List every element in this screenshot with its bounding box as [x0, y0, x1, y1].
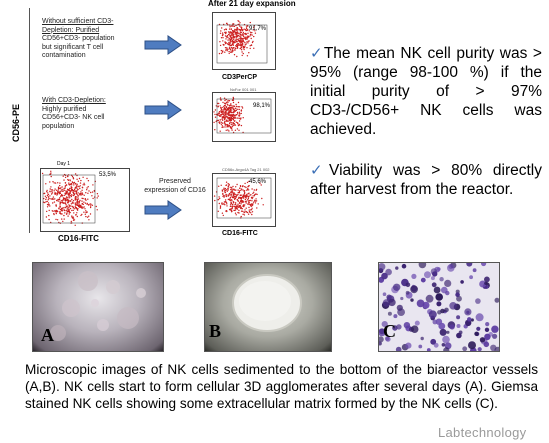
checkmark-icon: ✓ [310, 45, 324, 62]
scatter-dots [216, 20, 268, 64]
day1-label: Day 1 [57, 161, 71, 167]
scatter-dots [41, 170, 99, 226]
checkmark-icon: ✓ [310, 162, 330, 179]
plot-row1: 91,7% [212, 12, 276, 70]
plot-row1-x-label: CD3PerCP [222, 74, 258, 81]
bullet-purity: ✓The mean NK cell purity was > 95% (rang… [310, 45, 542, 138]
percent-label: 45,6% [249, 179, 267, 185]
row1-label: Without sufficient CD3- Depletion: Purif… [42, 18, 115, 59]
micrograph-letter: A [41, 325, 54, 345]
bullet-viability: ✓Viability was > 80% directly after harv… [310, 162, 542, 198]
y-axis-line [29, 8, 30, 233]
scatter-dots [213, 177, 272, 219]
micrograph-letter: C [383, 321, 396, 341]
plot-row3: 45,6% [212, 173, 276, 227]
arrow-right-icon [144, 200, 182, 220]
micrograph-c: C [378, 262, 500, 352]
row2-label: With CD3-Depletion: Highly purified CD56… [42, 97, 106, 130]
arrow-right-icon [144, 100, 182, 120]
percent-label: 53,5% [99, 172, 117, 178]
labtechnology-watermark: Labtechnology [438, 425, 527, 440]
cell-clusters [50, 271, 146, 341]
day1-x-label: CD16-FITC [58, 234, 99, 243]
day1-flow-plot: 53,5% [40, 168, 130, 232]
percent-label: 91,7% [249, 26, 267, 32]
percent-label: 98,1% [253, 103, 271, 109]
scatter-dots [213, 96, 272, 134]
row3-label: Preserved expression of CD16 [144, 178, 206, 194]
plot-row3-x-label: CD16-FITC [222, 230, 258, 237]
plot-row2-header: NxFor 001 001 [230, 87, 257, 92]
expansion-header: After 21 day expansion [208, 0, 296, 8]
cell-agglomerate [232, 274, 302, 332]
arrow-right-icon [144, 35, 182, 55]
figure-caption: Microscopic images of NK cells sedimente… [25, 362, 538, 411]
micrograph-a: A [32, 262, 164, 352]
micrograph-b: B [204, 262, 332, 352]
plot-row2: 98,1% [212, 92, 276, 142]
micrograph-letter: B [209, 321, 222, 341]
stained-cells [379, 263, 499, 351]
plot-row3-header: CD56c-Argo4A Tag 21 002 [222, 167, 270, 172]
y-axis-label: CD56-PE [11, 104, 21, 143]
